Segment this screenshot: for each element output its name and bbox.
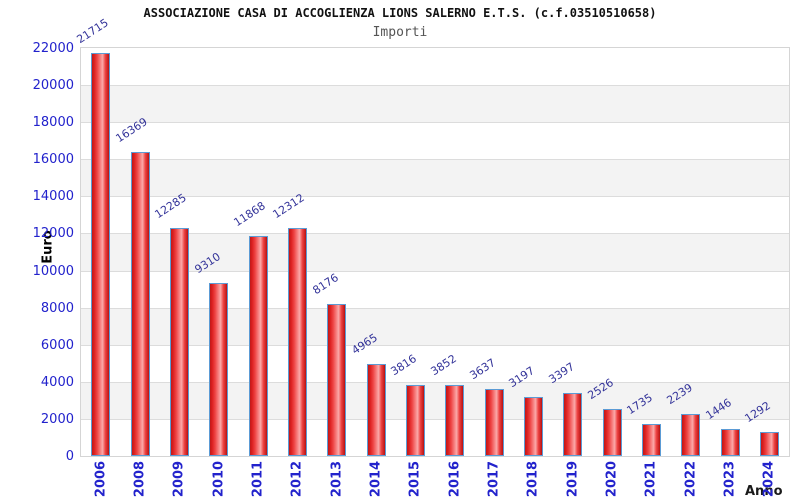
y-tick-label: 8000 — [40, 300, 74, 316]
y-tick-label: 16000 — [32, 152, 74, 168]
grid-band — [81, 307, 789, 345]
y-tick-label: 6000 — [40, 337, 74, 353]
x-tick-label-2013: 2013 — [329, 460, 345, 498]
x-tick-label-2017: 2017 — [486, 460, 502, 498]
bar-2008 — [130, 152, 150, 456]
x-tick-label-2015: 2015 — [407, 460, 423, 498]
x-tick-label-2011: 2011 — [250, 460, 266, 498]
y-tick-label: 22000 — [32, 41, 74, 56]
bar-2018 — [523, 396, 543, 456]
x-tick-label-2022: 2022 — [683, 460, 699, 498]
y-tick-label: 4000 — [40, 374, 74, 390]
grid-band — [81, 418, 789, 456]
bar-2017 — [484, 388, 504, 456]
bar-2023 — [720, 429, 740, 456]
chart-title: ASSOCIAZIONE CASA DI ACCOGLIENZA LIONS S… — [143, 6, 657, 20]
x-tick-label-2008: 2008 — [132, 460, 148, 498]
x-tick-label-2020: 2020 — [604, 460, 620, 498]
bar-2012 — [287, 227, 307, 456]
grid-band — [81, 233, 789, 271]
bar-2010 — [209, 283, 229, 456]
x-tick-label-2024: 2024 — [761, 460, 777, 498]
grid-band — [81, 381, 789, 419]
bar-2022 — [681, 414, 701, 456]
bar-2016 — [445, 384, 465, 456]
bar-2020 — [602, 409, 622, 456]
x-tick-label-2009: 2009 — [171, 460, 187, 498]
bar-2006 — [91, 53, 111, 456]
y-tick-label: 18000 — [32, 115, 74, 131]
y-tick-label: 2000 — [40, 411, 74, 427]
bar-2013 — [327, 304, 347, 456]
y-tick-label: 10000 — [32, 263, 74, 279]
chart-subtitle: Importi — [372, 25, 428, 40]
y-tick-label: 20000 — [32, 78, 74, 94]
grid-band — [81, 344, 789, 382]
bar-2014 — [366, 363, 386, 456]
x-tick-label-2021: 2021 — [643, 460, 659, 498]
grid-band — [81, 122, 789, 160]
x-tick-label-2014: 2014 — [368, 460, 384, 498]
x-tick-label-2016: 2016 — [447, 460, 463, 498]
x-tick-label-2019: 2019 — [565, 460, 581, 498]
bar-2011 — [248, 235, 268, 456]
grid-band — [81, 85, 789, 123]
x-tick-label-2023: 2023 — [722, 460, 738, 498]
grid-band — [81, 48, 789, 86]
y-tick-label: 0 — [65, 449, 74, 464]
plot-area — [80, 47, 790, 457]
bar-2024 — [759, 432, 779, 456]
grid-band — [81, 196, 789, 234]
bar-2015 — [405, 385, 425, 456]
x-tick-label-2012: 2012 — [289, 460, 305, 498]
grid-band — [81, 159, 789, 197]
grid-band — [81, 270, 789, 308]
y-tick-label: 12000 — [32, 226, 74, 242]
bar-2021 — [641, 423, 661, 456]
x-tick-label-2006: 2006 — [93, 460, 109, 498]
x-tick-label-2010: 2010 — [211, 460, 227, 498]
bar-2009 — [169, 228, 189, 456]
x-axis-title: Anno — [745, 484, 783, 499]
y-tick-label: 14000 — [32, 189, 74, 205]
bar-2019 — [563, 393, 583, 456]
x-tick-label-2018: 2018 — [525, 460, 541, 498]
